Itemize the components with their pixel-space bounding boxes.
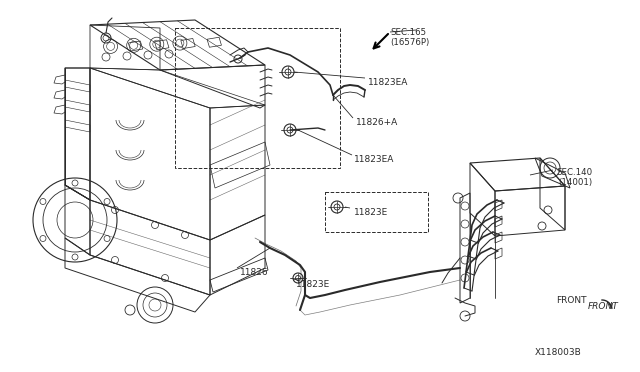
Text: X118003B: X118003B bbox=[535, 348, 582, 357]
Bar bbox=[325, 192, 428, 232]
Text: FRONT: FRONT bbox=[588, 302, 619, 311]
Text: FRONT: FRONT bbox=[556, 296, 586, 305]
Text: 11823EA: 11823EA bbox=[368, 78, 408, 87]
Text: SEC.165: SEC.165 bbox=[390, 28, 426, 37]
Text: SEC.140: SEC.140 bbox=[556, 168, 592, 177]
Text: 11823E: 11823E bbox=[296, 280, 330, 289]
Text: (16576P): (16576P) bbox=[390, 38, 429, 47]
Bar bbox=[175, 28, 340, 168]
Text: 11823EA: 11823EA bbox=[354, 155, 394, 164]
Text: 11826+A: 11826+A bbox=[356, 118, 398, 127]
Text: 11823E: 11823E bbox=[354, 208, 388, 217]
Text: 11826: 11826 bbox=[240, 268, 269, 277]
Text: (14001): (14001) bbox=[558, 178, 592, 187]
